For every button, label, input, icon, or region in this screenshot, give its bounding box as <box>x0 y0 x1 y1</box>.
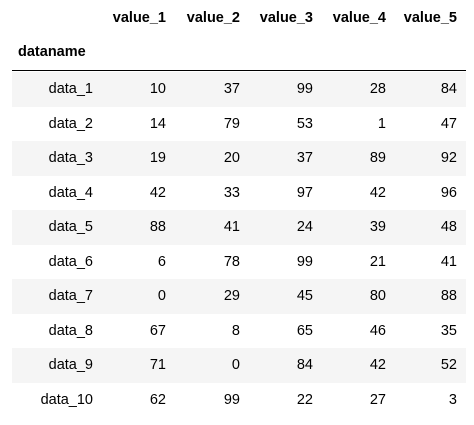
table-cell: 29 <box>223 288 240 305</box>
row-index: data_6 <box>48 253 93 270</box>
table-cell: 20 <box>223 150 240 167</box>
header-rule <box>12 70 466 71</box>
table-cell: 27 <box>369 391 386 408</box>
table-cell: 78 <box>223 253 240 270</box>
table-cell: 41 <box>440 253 457 270</box>
table-cell: 28 <box>369 81 386 98</box>
table-cell: 21 <box>369 253 386 270</box>
row-stripe <box>12 210 466 245</box>
table-cell: 67 <box>149 322 166 339</box>
table-cell: 6 <box>157 253 166 270</box>
table-cell: 14 <box>149 115 166 132</box>
table-cell: 84 <box>296 357 313 374</box>
table-cell: 24 <box>296 219 313 236</box>
table-cell: 35 <box>440 322 457 339</box>
table-cell: 96 <box>440 184 457 201</box>
column-header: value_2 <box>186 10 240 26</box>
table-cell: 97 <box>296 184 313 201</box>
table-cell: 10 <box>149 81 166 98</box>
table-cell: 42 <box>369 357 386 374</box>
table-cell: 48 <box>440 219 457 236</box>
row-stripe <box>12 348 466 383</box>
index-name: dataname <box>18 44 86 60</box>
table-cell: 22 <box>296 391 313 408</box>
row-stripe <box>12 141 466 176</box>
table-cell: 89 <box>369 150 386 167</box>
table-cell: 37 <box>223 81 240 98</box>
table-cell: 33 <box>223 184 240 201</box>
table-cell: 39 <box>369 219 386 236</box>
table-cell: 3 <box>448 391 457 408</box>
table-cell: 37 <box>296 150 313 167</box>
row-index: data_8 <box>48 322 93 339</box>
table-cell: 19 <box>149 150 166 167</box>
table-cell: 53 <box>296 115 313 132</box>
table-cell: 88 <box>149 219 166 236</box>
table-cell: 80 <box>369 288 386 305</box>
row-stripe <box>12 72 466 107</box>
column-header: value_5 <box>403 10 457 26</box>
table-cell: 47 <box>440 115 457 132</box>
table-cell: 1 <box>377 115 386 132</box>
table-cell: 42 <box>149 184 166 201</box>
table-cell: 88 <box>440 288 457 305</box>
table-cell: 92 <box>440 150 457 167</box>
table-cell: 42 <box>369 184 386 201</box>
row-index: data_3 <box>48 150 93 167</box>
row-index: data_5 <box>48 219 93 236</box>
row-index: data_10 <box>40 391 93 408</box>
table-cell: 71 <box>149 357 166 374</box>
table-cell: 65 <box>296 322 313 339</box>
table-cell: 99 <box>223 391 240 408</box>
row-index: data_4 <box>48 184 93 201</box>
row-index: data_2 <box>48 115 93 132</box>
table-cell: 0 <box>157 288 166 305</box>
table-cell: 99 <box>296 81 313 98</box>
table-cell: 45 <box>296 288 313 305</box>
table-cell: 84 <box>440 81 457 98</box>
table-cell: 8 <box>231 322 240 339</box>
row-stripe <box>12 279 466 314</box>
table-cell: 79 <box>223 115 240 132</box>
table-cell: 62 <box>149 391 166 408</box>
row-index: data_1 <box>48 81 93 98</box>
column-header: value_1 <box>112 10 166 26</box>
column-header: value_3 <box>259 10 313 26</box>
column-header: value_4 <box>332 10 386 26</box>
row-index: data_7 <box>48 288 93 305</box>
row-index: data_9 <box>48 357 93 374</box>
table-cell: 46 <box>369 322 386 339</box>
table-cell: 41 <box>223 219 240 236</box>
table-cell: 99 <box>296 253 313 270</box>
table-cell: 52 <box>440 357 457 374</box>
table-cell: 0 <box>231 357 240 374</box>
